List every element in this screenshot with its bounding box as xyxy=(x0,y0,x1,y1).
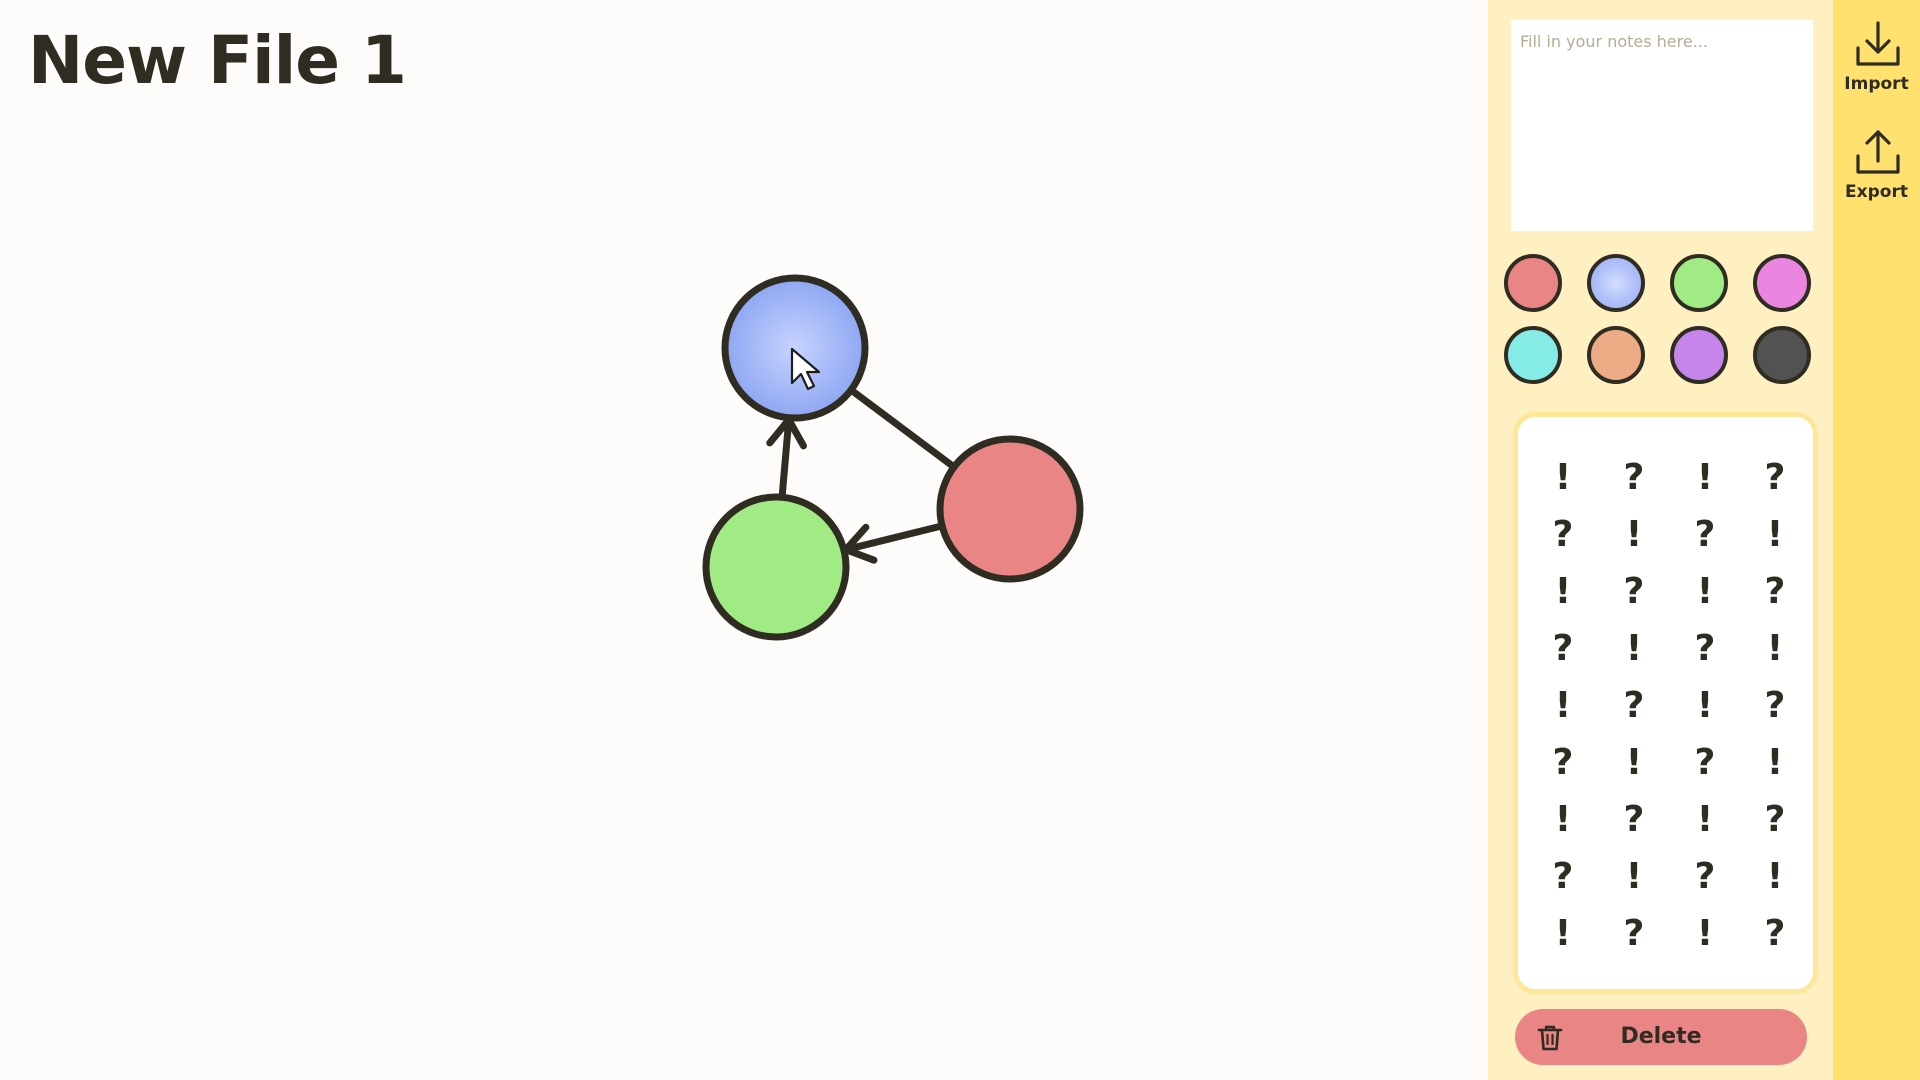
token-exclamation[interactable]: ! xyxy=(1696,457,1714,498)
notes-field[interactable] xyxy=(1511,20,1813,231)
graph-canvas[interactable]: New File 1 xyxy=(0,0,1488,1080)
trash-icon xyxy=(1537,1025,1563,1051)
graph-diagram[interactable] xyxy=(0,0,1488,1080)
graph-edge-blue-red[interactable] xyxy=(847,386,956,470)
color-swatch-green[interactable] xyxy=(1670,254,1728,312)
import-button[interactable]: Import xyxy=(1833,20,1920,110)
token-exclamation[interactable]: ! xyxy=(1766,742,1784,783)
import-button-label: Import xyxy=(1844,74,1909,94)
graph-node-green[interactable] xyxy=(702,493,850,641)
token-question[interactable]: ? xyxy=(1552,628,1574,669)
token-question[interactable]: ? xyxy=(1764,913,1786,954)
token-question[interactable]: ? xyxy=(1694,742,1716,783)
token-question[interactable]: ? xyxy=(1623,571,1645,612)
token-exclamation[interactable]: ! xyxy=(1696,685,1714,726)
graph-edge-red-green[interactable] xyxy=(839,522,946,564)
color-swatch-red[interactable] xyxy=(1504,254,1562,312)
token-exclamation[interactable]: ! xyxy=(1766,856,1784,897)
color-swatch-dark-gray[interactable] xyxy=(1753,326,1811,384)
token-question[interactable]: ? xyxy=(1694,514,1716,555)
color-swatch-pink[interactable] xyxy=(1753,254,1811,312)
token-question[interactable]: ? xyxy=(1764,685,1786,726)
token-question[interactable]: ? xyxy=(1764,571,1786,612)
side-panel: !?!??!?!!?!??!?!!?!??!?!!?!??!?!!?!? Del… xyxy=(1488,0,1833,1080)
color-swatch-blue[interactable] xyxy=(1587,254,1645,312)
token-exclamation[interactable]: ! xyxy=(1696,799,1714,840)
token-exclamation[interactable]: ! xyxy=(1554,457,1572,498)
token-question[interactable]: ? xyxy=(1764,457,1786,498)
graph-node-red[interactable] xyxy=(936,435,1084,583)
token-exclamation[interactable]: ! xyxy=(1554,685,1572,726)
file-title[interactable]: New File 1 xyxy=(28,22,407,99)
token-exclamation[interactable]: ! xyxy=(1554,799,1572,840)
color-swatch-orange[interactable] xyxy=(1587,326,1645,384)
graph-edge-green-blue[interactable] xyxy=(766,413,808,501)
color-swatch-purple[interactable] xyxy=(1670,326,1728,384)
token-question[interactable]: ? xyxy=(1623,913,1645,954)
export-button[interactable]: Export xyxy=(1833,128,1920,218)
delete-button[interactable]: Delete xyxy=(1515,1009,1807,1065)
download-icon xyxy=(1856,21,1900,66)
token-exclamation[interactable]: ! xyxy=(1625,628,1643,669)
token-exclamation[interactable]: ! xyxy=(1696,913,1714,954)
upload-icon xyxy=(1856,130,1900,174)
token-question[interactable]: ? xyxy=(1623,457,1645,498)
graph-node-blue[interactable] xyxy=(721,274,869,422)
token-question[interactable]: ? xyxy=(1552,514,1574,555)
color-swatch-cyan[interactable] xyxy=(1504,326,1562,384)
token-question[interactable]: ? xyxy=(1623,685,1645,726)
token-question[interactable]: ? xyxy=(1552,856,1574,897)
toolbar: Import Export xyxy=(1833,0,1920,1080)
delete-button-label: Delete xyxy=(1620,1024,1702,1049)
token-question[interactable]: ? xyxy=(1623,799,1645,840)
token-exclamation[interactable]: ! xyxy=(1696,571,1714,612)
token-question[interactable]: ? xyxy=(1694,628,1716,669)
token-exclamation[interactable]: ! xyxy=(1625,514,1643,555)
token-question[interactable]: ? xyxy=(1552,742,1574,783)
token-exclamation[interactable]: ! xyxy=(1766,514,1784,555)
token-exclamation[interactable]: ! xyxy=(1625,856,1643,897)
token-question[interactable]: ? xyxy=(1764,799,1786,840)
token-exclamation[interactable]: ! xyxy=(1554,913,1572,954)
token-question[interactable]: ? xyxy=(1694,856,1716,897)
token-exclamation[interactable]: ! xyxy=(1625,742,1643,783)
color-palette xyxy=(1504,254,1824,388)
token-palette: !?!??!?!!?!??!?!!?!??!?!!?!??!?!!?!? xyxy=(1513,412,1818,994)
token-exclamation[interactable]: ! xyxy=(1766,628,1784,669)
token-exclamation[interactable]: ! xyxy=(1554,571,1572,612)
export-button-label: Export xyxy=(1845,182,1908,202)
